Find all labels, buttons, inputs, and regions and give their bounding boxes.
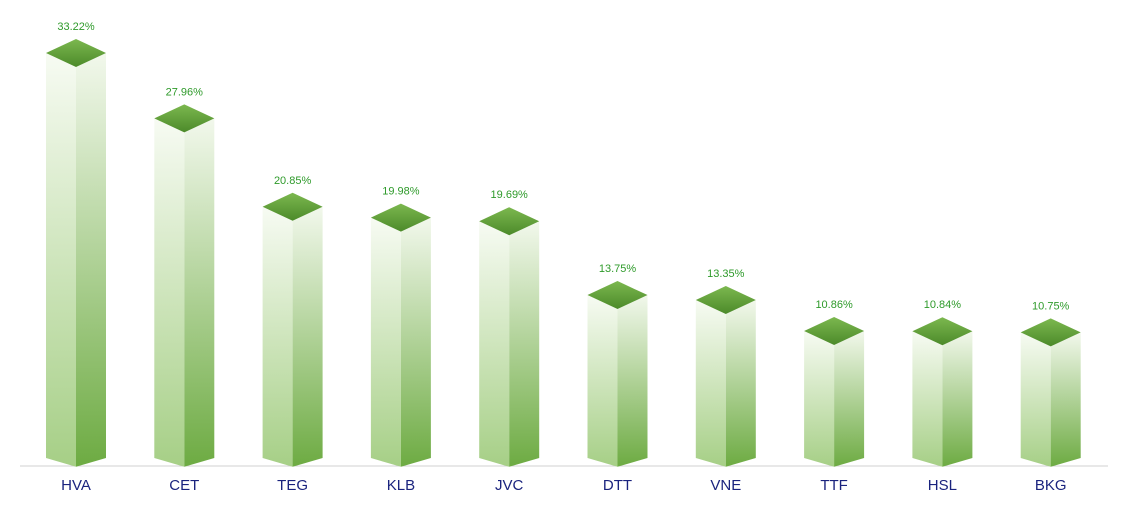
category-label-jvc: JVC: [495, 477, 524, 494]
bar-left-face: [154, 118, 185, 467]
value-label-hva: 33.22%: [57, 21, 95, 33]
bar-top: [804, 316, 865, 345]
category-label-ttf: TTF: [820, 477, 848, 494]
bar-right-face: [76, 53, 106, 467]
bar-left-face: [46, 53, 76, 467]
bar-right-face: [184, 118, 215, 467]
bar-top: [262, 192, 323, 221]
value-label-cet: 27.96%: [166, 86, 204, 98]
value-label-hsl: 10.84%: [924, 299, 962, 311]
bar-right-face: [400, 217, 431, 467]
category-label-hva: HVA: [61, 477, 91, 494]
bar-dtt: [587, 281, 648, 467]
value-label-dtt: 13.75%: [599, 263, 637, 275]
bar-right-face: [834, 330, 865, 467]
value-label-ttf: 10.86%: [815, 299, 853, 311]
bar-top: [1020, 318, 1081, 347]
bar-vne: [695, 286, 756, 467]
bar-left-face: [1020, 332, 1051, 467]
bar-left-face: [804, 330, 835, 467]
bar-ttf: [804, 316, 865, 467]
bar-top: [479, 207, 540, 236]
bar-teg: [262, 192, 323, 467]
value-label-jvc: 19.69%: [491, 189, 529, 201]
bars-layer: [46, 39, 1081, 467]
bar-right-face: [725, 300, 756, 467]
bar-top: [370, 203, 431, 232]
bar-top: [154, 104, 215, 133]
bar-hva: [46, 39, 106, 467]
bar-klb: [370, 203, 431, 467]
bar-left-face: [479, 221, 510, 467]
bar-top: [46, 39, 106, 67]
bar-top: [912, 317, 973, 346]
bar-right-face: [292, 206, 323, 467]
bar-jvc: [479, 207, 540, 467]
labels-layer: 33.22% HVA 27.96% CET 20.85% TEG 19.98% KLB 19.6…: [57, 21, 1069, 494]
bar-right-face: [617, 295, 648, 467]
value-label-klb: 19.98%: [382, 186, 420, 198]
bar-left-face: [695, 300, 726, 467]
category-label-cet: CET: [169, 477, 199, 494]
bar-bkg: [1020, 318, 1081, 467]
bar-left-face: [370, 217, 401, 467]
bar-top: [695, 286, 756, 315]
value-label-bkg: 10.75%: [1032, 300, 1070, 312]
bar-right-face: [509, 221, 540, 467]
bar-top: [587, 281, 648, 310]
bar-cet: [154, 104, 215, 467]
category-label-klb: KLB: [387, 477, 415, 494]
bar-right-face: [942, 331, 973, 467]
category-label-vne: VNE: [710, 477, 741, 494]
value-label-vne: 13.35%: [707, 268, 745, 280]
category-label-bkg: BKG: [1035, 477, 1067, 494]
bar-left-face: [912, 331, 943, 467]
bar-right-face: [1050, 332, 1081, 467]
value-label-teg: 20.85%: [274, 175, 312, 187]
bar-left-face: [262, 206, 293, 467]
category-label-teg: TEG: [277, 477, 308, 494]
bar-left-face: [587, 295, 618, 467]
bar-hsl: [912, 317, 973, 467]
category-label-hsl: HSL: [928, 477, 957, 494]
category-label-dtt: DTT: [603, 477, 632, 494]
